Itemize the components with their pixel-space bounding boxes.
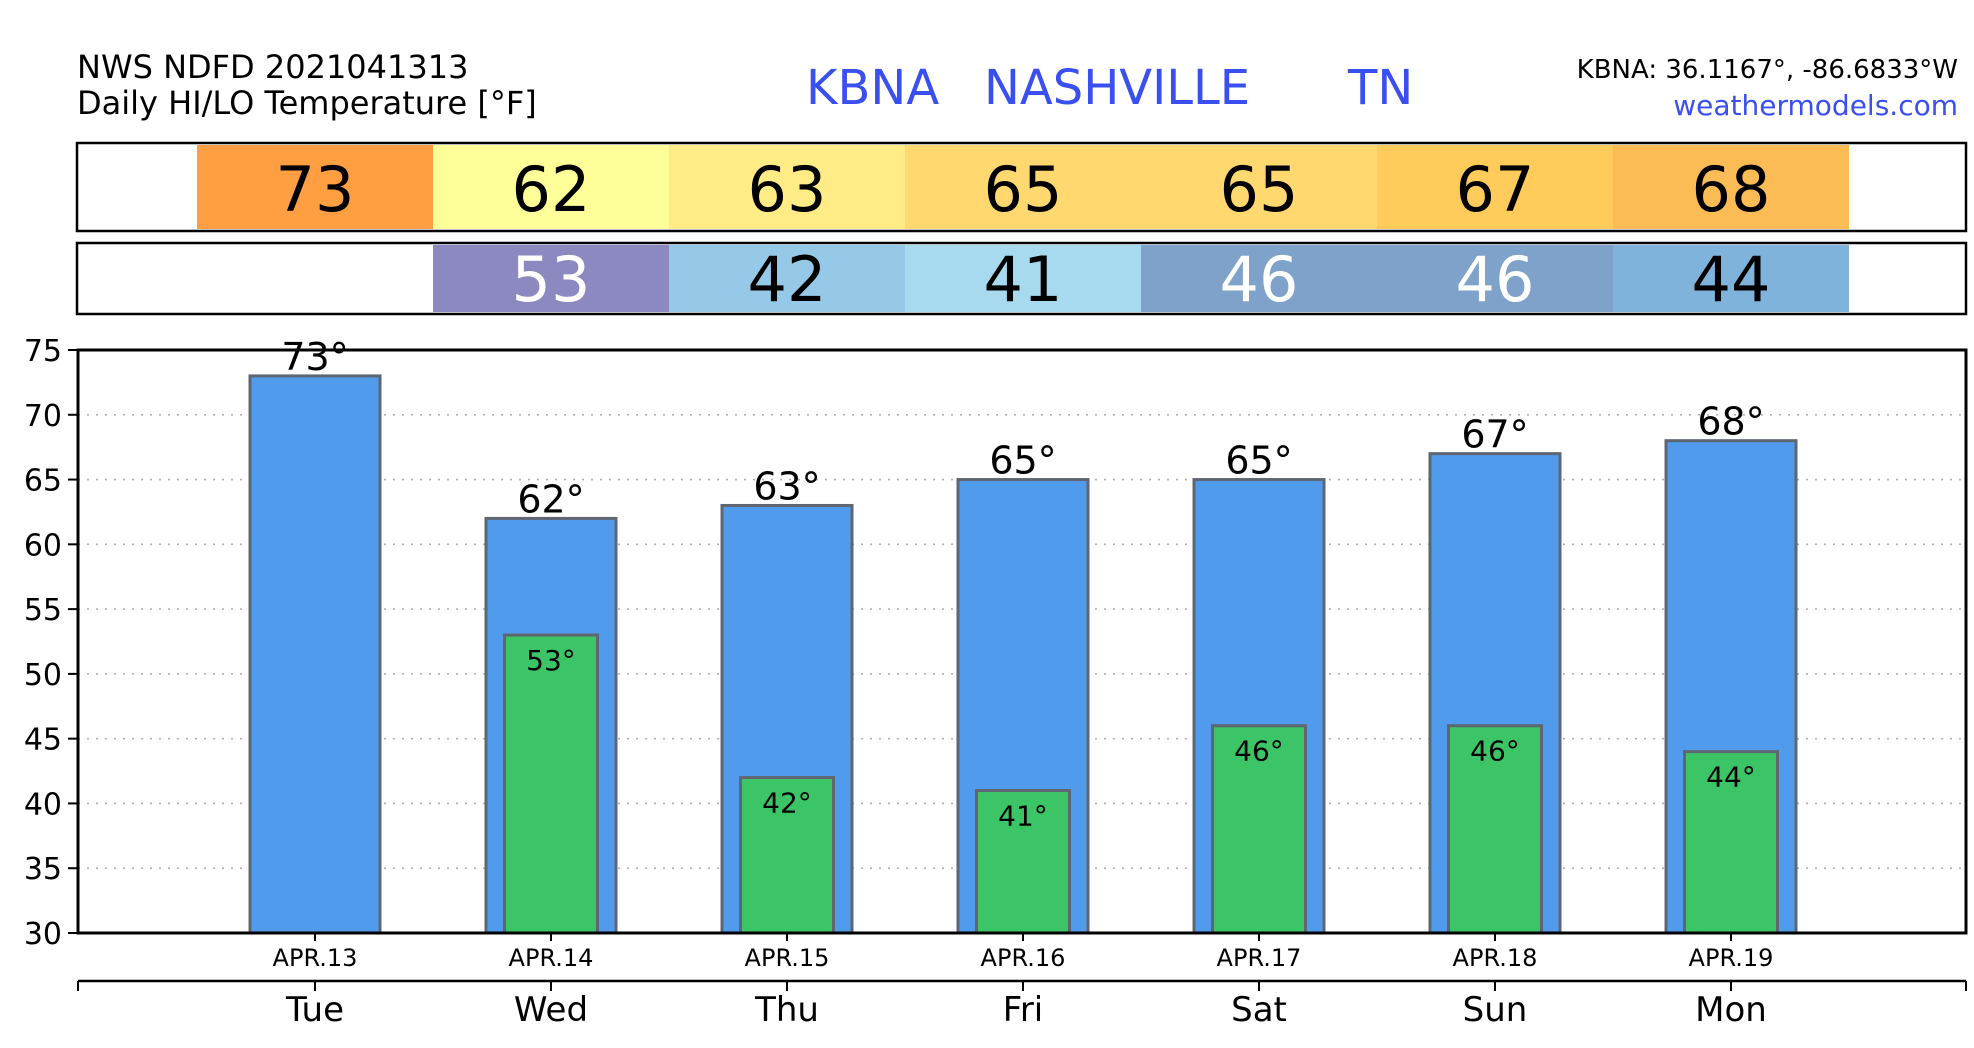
weekday-label: Tue <box>285 990 344 1030</box>
hi-cell-value: 68 <box>1692 153 1771 226</box>
lo-cell <box>905 245 1141 312</box>
hi-bar-label: 62° <box>517 477 584 521</box>
hi-bar-label: 63° <box>753 464 820 508</box>
hi-cell-value: 63 <box>748 153 827 226</box>
y-tick-label: 40 <box>24 787 62 822</box>
y-tick-label: 50 <box>24 658 62 693</box>
weekday-label: Mon <box>1695 990 1767 1030</box>
lo-bar <box>1447 724 1543 935</box>
hi-bar-label: 65° <box>1225 439 1292 483</box>
hi-cell <box>197 145 433 229</box>
lo-bar-label: 44° <box>1706 761 1756 794</box>
lo-bar <box>1683 750 1779 935</box>
x-date-label: APR.16 <box>981 944 1066 972</box>
hi-cell <box>1141 145 1377 229</box>
hi-cell-value: 65 <box>984 153 1063 226</box>
x-date-label: APR.13 <box>273 944 358 972</box>
hi-cell <box>1377 145 1613 229</box>
y-tick-label: 35 <box>24 852 62 887</box>
hi-cell <box>433 145 669 229</box>
lo-bar-label: 46° <box>1234 735 1284 768</box>
x-date-label: APR.18 <box>1453 944 1538 972</box>
hi-bar-label: 65° <box>989 439 1056 483</box>
weekday-label: Fri <box>1003 990 1044 1030</box>
lo-cell <box>1613 245 1849 312</box>
bars: 73° 62° 63° 65° 65° 67° 68° 53° 42° 41° 46° 46° 44° <box>248 335 1798 935</box>
y-tick-label: 55 <box>24 593 62 628</box>
hi-cell-value: 67 <box>1456 153 1535 226</box>
lo-cell <box>1377 245 1613 312</box>
y-tick-label: 45 <box>24 723 62 758</box>
lo-cell-value: 41 <box>984 243 1063 316</box>
lo-cell-value: 42 <box>748 243 827 316</box>
x-axis: APR.13 APR.14 APR.15 APR.16 APR.17 APR.18 APR.… <box>77 933 1967 1030</box>
x-date-label: APR.19 <box>1689 944 1774 972</box>
y-tick-label: 65 <box>24 464 62 499</box>
lo-cell-value: 53 <box>512 243 591 316</box>
lo-bar <box>739 776 835 935</box>
hi-cell <box>669 145 905 229</box>
x-date-label: APR.17 <box>1217 944 1302 972</box>
lo-cell-value: 44 <box>1692 243 1771 316</box>
y-tick-label: 30 <box>24 917 62 952</box>
weekday-label: Thu <box>754 990 819 1030</box>
y-axis: 30 35 40 45 50 55 60 65 70 75 <box>24 334 78 952</box>
weekday-label: Sat <box>1231 990 1287 1030</box>
hi-bar-label: 73° <box>281 335 348 379</box>
hi-bar-label: 67° <box>1461 413 1528 457</box>
weekday-label: Wed <box>514 990 588 1030</box>
hi-cell-value: 62 <box>512 153 591 226</box>
hi-cell <box>1613 145 1849 229</box>
lo-cell-value: 46 <box>1220 243 1299 316</box>
hi-cell-value: 73 <box>276 153 355 226</box>
x-date-label: APR.15 <box>745 944 830 972</box>
lo-bar <box>1211 724 1307 935</box>
product-line-1: NWS NDFD 2021041313 <box>77 48 468 86</box>
lo-bar-label: 53° <box>526 644 576 677</box>
lo-cell <box>433 245 669 312</box>
hi-cell-value: 65 <box>1220 153 1299 226</box>
lo-bar-label: 41° <box>998 799 1048 832</box>
station-coords: KBNA: 36.1167°, -86.6833°W <box>1577 55 1958 85</box>
lo-bar-label: 46° <box>1470 735 1520 768</box>
low-temperature-table: 53 42 41 46 46 44 <box>75 241 1968 316</box>
product-line-2: Daily HI/LO Temperature [°F] <box>77 84 537 122</box>
y-tick-label: 75 <box>24 334 62 369</box>
lo-cell <box>1141 245 1377 312</box>
site-link[interactable]: weathermodels.com <box>1673 89 1958 122</box>
lo-bar <box>503 633 599 935</box>
hi-cell <box>905 145 1141 229</box>
hi-bar <box>248 374 382 935</box>
station-id: KBNA <box>806 60 939 116</box>
hi-bar-label: 68° <box>1697 400 1764 444</box>
y-tick-label: 60 <box>24 528 62 563</box>
station-name: NASHVILLE <box>984 60 1250 116</box>
high-temperature-table: 73 62 63 65 65 67 68 <box>75 141 1968 233</box>
lo-bar-label: 42° <box>762 787 812 820</box>
y-tick-label: 70 <box>24 399 62 434</box>
lo-cell <box>669 245 905 312</box>
lo-cell-value: 46 <box>1456 243 1535 316</box>
station-state: TN <box>1347 60 1413 116</box>
weekday-label: Sun <box>1463 990 1528 1030</box>
x-date-label: APR.14 <box>509 944 594 972</box>
